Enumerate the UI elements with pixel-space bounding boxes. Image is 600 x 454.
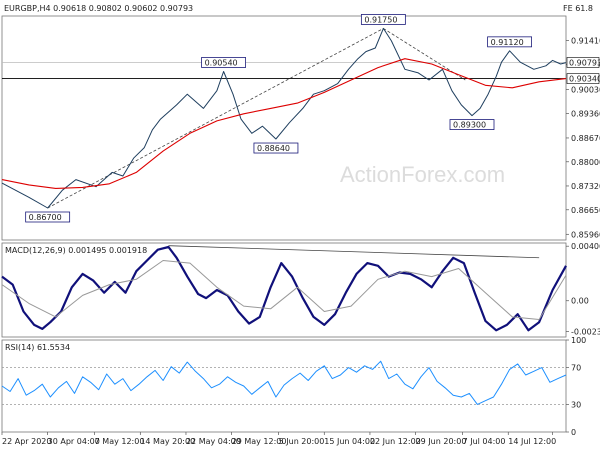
price-annotation-label: 0.91750: [364, 15, 397, 24]
x-tick-label: 7 May 12:00: [95, 437, 145, 446]
price-annotation-box: [449, 119, 495, 130]
x-tick-label: 22 May 04:00: [186, 437, 241, 446]
macd-pane: 0.004062 0.00 -0.0023 MACD(12,26,9) 0.00149…: [1, 242, 600, 337]
current-price-tag-box: [566, 57, 600, 68]
price-annotation-box: [25, 211, 71, 223]
price-annotation-box: [253, 142, 299, 154]
x-tick-label: 14 May 20:00: [140, 437, 195, 446]
pane-title: MACD(12,26,9) 0.001495 0.001918: [5, 246, 147, 255]
x-tick-label: 15 Jun 04:00: [324, 437, 375, 446]
x-tick-label: 29 Jun 20:00: [416, 437, 467, 446]
x-tick-label: 22 Apr 2020: [2, 437, 51, 446]
price-annotation-label: 0.89300: [453, 121, 486, 130]
price-annotation-label: 0.86700: [29, 213, 62, 222]
x-tick-label: 5 Jun 20:00: [279, 437, 325, 446]
watermark: ActionForex.com: [340, 162, 505, 187]
rsi-series-line: [1, 360, 567, 405]
x-tick-label: 30 Apr 04:00: [48, 437, 100, 446]
current-price-tag: 0.90793: [569, 58, 600, 67]
price-annotation-label: 0.88640: [257, 144, 290, 153]
fe-label: FE 61.8: [563, 4, 593, 13]
symbol-header: EURGBP,H4 0.90618 0.90802 0.90602 0.9079…: [4, 4, 193, 13]
level-price-tag-box: [566, 73, 600, 84]
y-tick-label: 0: [571, 428, 576, 437]
price-annotation-box: [201, 57, 246, 68]
x-tick-label: 7 Jul 04:00: [463, 437, 506, 446]
y-tick-label: 0.00: [571, 297, 589, 306]
ma-series-line: [1, 58, 567, 189]
y-tick-label: 100: [571, 336, 586, 345]
y-tick-label: -0.0023: [571, 328, 600, 337]
trendline: [168, 245, 540, 259]
pane-title: RSI(14) 61.5534: [5, 343, 70, 352]
macd-series-line: [1, 245, 567, 332]
pane-frame-0: [1, 15, 567, 241]
price-annotation-box: [360, 14, 406, 25]
pane-frame-1: [1, 242, 567, 338]
price-annotation-label: 0.91120: [491, 38, 524, 47]
signal-series-line: [1, 260, 567, 320]
trendline: [47, 28, 384, 209]
y-tick-label: 70: [571, 364, 581, 373]
y-tick-label: 0.004062: [571, 242, 600, 251]
rsi-pane: 100 70 30 0 RSI(14) 61.5534: [1, 336, 586, 437]
x-tick-label: 22 Jun 12:00: [370, 437, 421, 446]
y-tick-label: 30: [571, 400, 581, 409]
pane-frames: [1, 15, 567, 433]
pane-frame-2: [1, 339, 567, 433]
price-annotation-box: [487, 36, 533, 48]
level-price-tag: 0.90340: [569, 75, 600, 84]
price-annotation-label: 0.90540: [205, 58, 238, 67]
x-tick-label: 29 May 12:00: [232, 437, 287, 446]
price-series-line: [1, 27, 567, 209]
x-tick-label: 14 Jul 12:00: [508, 437, 556, 446]
